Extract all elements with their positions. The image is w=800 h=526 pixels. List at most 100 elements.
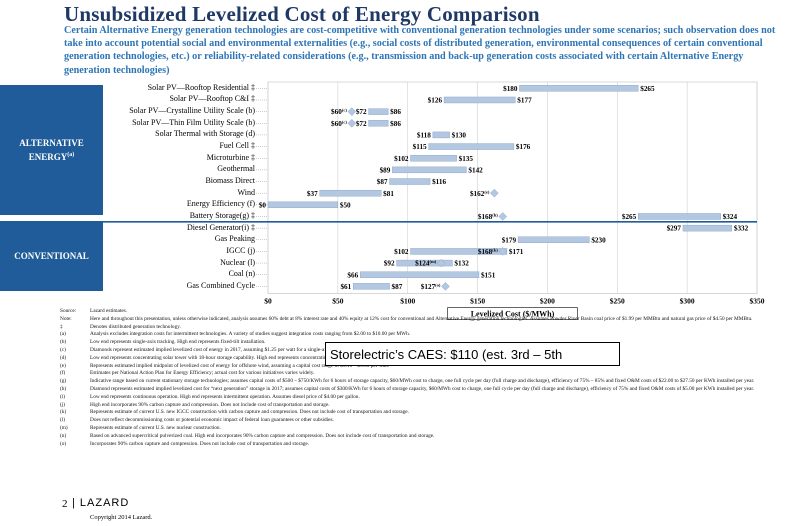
technology-label: Battery Storage(g) ‡: [189, 210, 255, 220]
x-tick-label: $0: [264, 297, 272, 306]
bar-high-label: $176: [516, 143, 531, 151]
footnote-key: (e): [60, 362, 66, 369]
section-conventional-label: CONVENTIONAL: [14, 251, 89, 261]
range-bar: [368, 120, 389, 127]
diamond-label: $168(h): [478, 213, 498, 222]
technology-label: Solar PV—Thin Film Utility Scale (b): [132, 117, 255, 127]
range-bar: [267, 201, 339, 209]
footnote-row: (c) Diamonds represent estimated implied …: [60, 347, 795, 355]
bar-low-label: $72: [356, 120, 367, 128]
bar-low-label: $89: [380, 166, 391, 174]
range-bar: [396, 259, 453, 267]
technology-label: Solar PV—Rooftop Residential ‡: [147, 82, 255, 92]
bar-low-label: $179: [502, 236, 517, 244]
footnote-row: ‡ Denotes distributed generation technolo…: [60, 324, 795, 332]
bar-low-label: $297: [667, 225, 682, 233]
section-alternative-energy: ALTERNATIVE ENERGY(a): [0, 85, 103, 215]
bar-low-label: $265: [622, 213, 637, 221]
footnote-row: (a) Analysis excludes integration costs f…: [60, 331, 795, 339]
footnote-text: Denotes distributed generation technolog…: [90, 323, 181, 330]
bar-high-label: $50: [340, 201, 351, 209]
range-bar: [410, 248, 508, 255]
estimate-diamond: [441, 282, 450, 291]
page-subtitle: Certain Alternative Energy generation te…: [64, 25, 776, 76]
bar-high-label: $87: [392, 283, 403, 291]
footnote-key: Source:: [60, 308, 77, 314]
bar-low-label: $118: [417, 132, 431, 140]
range-bar: [389, 178, 431, 185]
footnote-text: Incorporates 90% carbon capture and comp…: [90, 440, 310, 447]
bar-high-label: $81: [383, 190, 394, 198]
range-bar: [682, 224, 733, 232]
footnote-key: (c): [60, 346, 66, 353]
bar-low-label: $37: [307, 190, 318, 198]
footnote-row: (j) High end incorporates 90% carbon capt…: [60, 402, 795, 410]
bar-high-label: $151: [481, 271, 496, 279]
footnote-text: Represents estimate of current U.S. new …: [90, 409, 409, 416]
bar-low-label: $102: [394, 248, 409, 256]
bar-low-label: $115: [413, 143, 427, 151]
footnote-row: (n) Based on advanced supercritical pulve…: [60, 433, 795, 441]
technology-label: Biomass Direct: [205, 176, 255, 186]
range-bar: [410, 155, 457, 162]
brand-name: LAZARD: [79, 497, 130, 509]
bar-low-label: $66: [347, 271, 358, 279]
bar-high-label: $135: [459, 155, 474, 163]
diamond-label: $162(e): [470, 189, 490, 198]
footnote-key: (k): [60, 409, 67, 416]
footnote-text: Lazard estimates.: [90, 308, 128, 314]
footnote-row: (b) Low end represents single-axis tracki…: [60, 339, 795, 347]
technology-label: IGCC (j): [226, 245, 255, 255]
bar-high-label: $171: [509, 248, 524, 256]
bar-high-label: $116: [432, 178, 446, 186]
footnote-text: Diamonds represent estimated implied lev…: [90, 346, 367, 353]
footnote-row: (k) Represents estimate of current U.S. n…: [60, 409, 795, 417]
range-bar: [368, 108, 389, 115]
technology-label: Diesel Generator(i) ‡: [187, 222, 255, 232]
technology-label: Nuclear (l): [220, 257, 255, 267]
estimate-diamond: [347, 118, 357, 128]
bar-high-label: $142: [468, 166, 483, 174]
footnote-text: Indicative range based on current statio…: [90, 378, 755, 385]
bar-high-label: $86: [390, 108, 401, 116]
bar-high-label: $230: [591, 236, 606, 244]
callout-text: Storelectric’s CAES: $110 (est. 3rd – 5t…: [330, 347, 563, 362]
range-bar: [428, 143, 515, 150]
bar-low-label: $72: [356, 108, 367, 116]
storelectric-callout: Storelectric’s CAES: $110 (est. 3rd – 5t…: [325, 342, 620, 366]
footnote-text: Based on advanced supercritical pulveriz…: [90, 432, 435, 439]
bar-low-label: $102: [394, 155, 409, 163]
bar-low-label: $126: [428, 97, 443, 105]
range-bar: [638, 213, 721, 220]
footnote-row: (m) Represents estimate of current U.S. n…: [60, 425, 795, 433]
footnote-key: (i): [60, 393, 65, 400]
x-tick-label: $350: [750, 297, 765, 306]
plot-frame: [267, 81, 758, 294]
range-bar: [519, 85, 639, 92]
x-tick-label: $250: [610, 297, 625, 306]
x-tick-label: $150: [470, 297, 485, 306]
technology-label: Gas Peaking: [214, 234, 255, 244]
technology-label: Geothermal: [217, 164, 255, 174]
estimate-diamond: [490, 188, 499, 198]
footnote-text: Low end represents continuous operation.…: [90, 393, 360, 400]
technology-label: Gas Combined Cycle: [186, 280, 255, 290]
footnote-row: (l) Does not reflect decommissioning cost…: [60, 417, 795, 425]
bar-high-label: $332: [734, 225, 749, 233]
diamond-label: $168(k): [478, 248, 498, 257]
footnote-text: Low end represents single-axis tracking.…: [90, 339, 266, 346]
section-alternative-note: (a): [67, 152, 75, 158]
estimate-diamond: [436, 258, 446, 268]
footnote-row: (h) Diamond represents estimated implied …: [60, 386, 795, 394]
footnote-row: (e) Represents estimated implied midpoint…: [60, 363, 795, 371]
footnote-key: (n): [60, 432, 67, 439]
range-bar: [443, 96, 516, 104]
footnote-text: Analysis excludes integration costs for …: [90, 331, 411, 338]
technology-label: Solar Thermal with Storage (d): [155, 129, 255, 139]
diamond-label: $127(o): [421, 282, 441, 291]
footnote-key: (b): [60, 339, 67, 346]
footnote-row: (d) Low end represents concentrating sola…: [60, 355, 795, 363]
x-tick-label: $300: [680, 297, 695, 306]
bar-high-label: $265: [640, 85, 655, 93]
footnote-key: Note:: [60, 315, 72, 322]
